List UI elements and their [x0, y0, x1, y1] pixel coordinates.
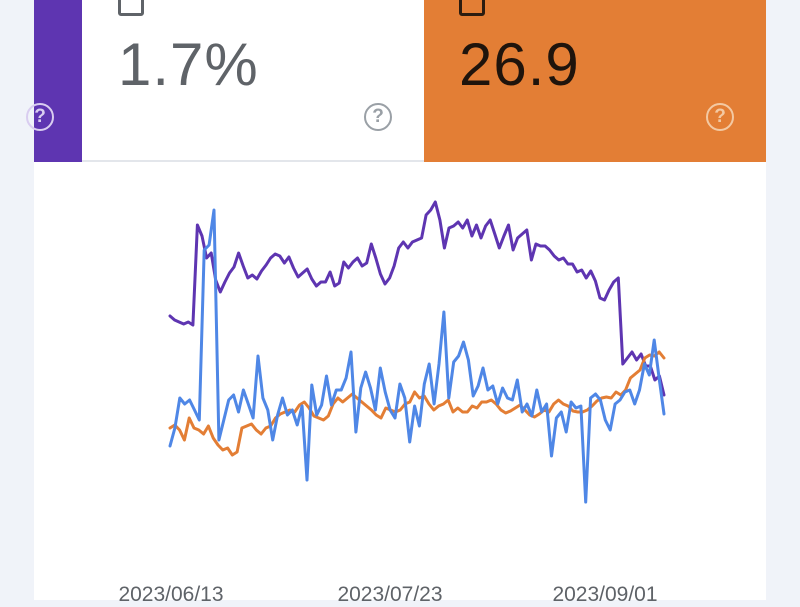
help-icon[interactable]: ?: [26, 103, 54, 131]
checkbox-icon[interactable]: [459, 0, 485, 16]
help-icon[interactable]: ?: [364, 103, 392, 131]
x-tick-label: 2023/07/23: [337, 583, 443, 606]
series-line-0: [168, 200, 666, 397]
performance-card: ? 1.7% ? 26.9 ? 2023/06/13 2023/07/23 20…: [26, 0, 766, 606]
performance-chart: 2023/06/13 2023/07/23 2023/09/01: [34, 162, 766, 606]
series-line-2: [168, 208, 666, 504]
position-value: 26.9: [459, 31, 580, 98]
metric-tile-position[interactable]: 26.9 ?: [424, 0, 766, 162]
x-tick-label: 2023/09/01: [552, 583, 658, 606]
metric-tile-clicks[interactable]: ?: [26, 0, 82, 162]
ctr-value: 1.7%: [118, 31, 259, 98]
x-tick-label: 2023/06/13: [118, 583, 224, 606]
line-chart: [168, 200, 666, 504]
checkbox-icon[interactable]: [118, 0, 144, 16]
metric-tiles: ? 1.7% ? 26.9 ?: [26, 0, 766, 162]
metric-tile-ctr[interactable]: 1.7% ?: [82, 0, 424, 162]
help-icon[interactable]: ?: [706, 103, 734, 131]
